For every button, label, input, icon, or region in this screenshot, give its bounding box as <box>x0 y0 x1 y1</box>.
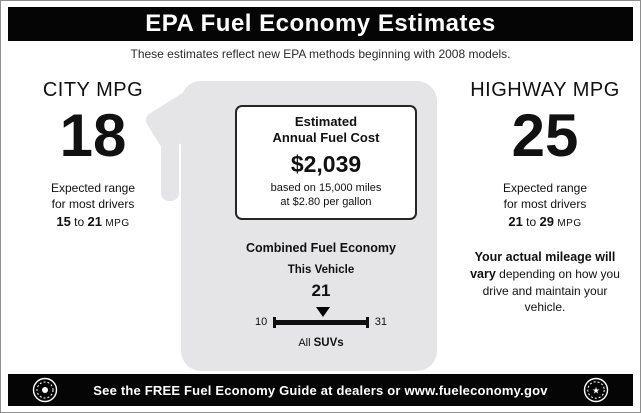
highway-expected-range-text: Expected range for most drivers <box>502 181 588 212</box>
annual-fuel-cost-box: Estimated Annual Fuel Cost $2,039 based … <box>235 105 417 221</box>
fuel-cost-title: Estimated Annual Fuel Cost <box>272 114 380 146</box>
city-expected-range-text: Expected range for most drivers <box>50 181 136 212</box>
scale-min-label: 10 <box>255 316 268 328</box>
this-vehicle-label: This Vehicle <box>287 264 355 276</box>
epa-seal-icon <box>32 377 58 403</box>
combined-fuel-economy-label: Combined Fuel Economy <box>245 241 396 255</box>
subtitle: These estimates reflect new EPA methods … <box>130 47 511 61</box>
city-mpg-section: CITY MPG 18 Expected range for most driv… <box>11 79 175 229</box>
footer-bar: See the FREE Fuel Economy Guide at deale… <box>8 374 633 406</box>
doe-seal-icon: ★ <box>583 377 609 403</box>
combined-mpg-scale: 10 31 <box>255 306 387 328</box>
fuel-cost-basis: based on 15,000 miles at $2.80 per gallo… <box>270 181 382 208</box>
city-mpg-label: CITY MPG <box>42 79 144 101</box>
highway-mpg-section: HIGHWAY MPG 25 Expected range for most d… <box>463 79 627 316</box>
scale-max-label: 31 <box>374 316 387 328</box>
svg-text:★: ★ <box>592 386 600 396</box>
scale-marker-icon <box>316 306 331 317</box>
fuel-cost-amount: $2,039 <box>290 150 362 177</box>
highway-mpg-label: HIGHWAY MPG <box>470 79 620 101</box>
footer-text: See the FREE Fuel Economy Guide at deale… <box>93 382 548 398</box>
fuel-pump-hose <box>161 131 179 201</box>
city-range-values: 15 to 21 MPG <box>56 214 130 230</box>
city-mpg-value: 18 <box>59 102 127 169</box>
combined-fuel-economy-section: Combined Fuel Economy This Vehicle 21 10… <box>219 241 423 349</box>
combined-mpg-value: 21 <box>311 281 331 300</box>
highway-range-values: 21 to 29 MPG <box>508 214 582 230</box>
page-title: EPA Fuel Economy Estimates <box>145 10 496 37</box>
vehicle-category: All SUVs <box>298 337 344 349</box>
mileage-disclaimer: Your actual mileage will vary depending … <box>470 250 620 315</box>
header-bar: EPA Fuel Economy Estimates <box>8 7 633 41</box>
highway-mpg-value: 25 <box>511 102 579 169</box>
scale-bar <box>273 306 369 328</box>
